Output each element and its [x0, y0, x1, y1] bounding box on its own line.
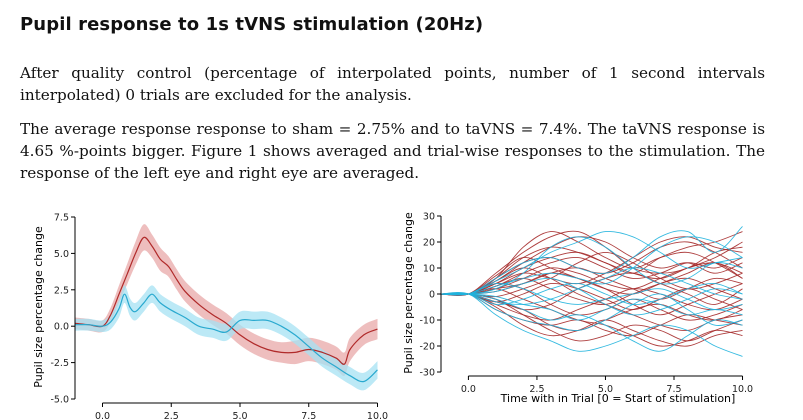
x-tick-label: 10.0 — [732, 384, 753, 395]
trial-line-sham — [440, 230, 743, 296]
section-title: Pupil response to 1s tVNS stimulation (2… — [20, 14, 484, 35]
trial-line-taVNS — [440, 288, 743, 347]
x-tick-label: 10.0 — [367, 411, 388, 420]
series-line-sham — [74, 293, 378, 383]
trial-line-taVNS — [440, 288, 743, 321]
x-tick-label: 7.5 — [666, 384, 681, 395]
x-tick-label: 5.0 — [598, 384, 613, 395]
x-tick-label: 2.5 — [529, 384, 544, 395]
x-tick-label: 5.0 — [232, 411, 247, 420]
trial-line-taVNS — [440, 236, 743, 296]
trial-line-sham — [440, 236, 743, 295]
paragraph-quality-control: After quality control (percentage of int… — [20, 64, 765, 104]
trial-line-taVNS — [440, 292, 743, 347]
y-tick-label: 0.0 — [54, 322, 69, 333]
trial-line-sham — [440, 236, 743, 296]
trial-line-sham — [440, 293, 743, 352]
x-tick-label: 0.0 — [461, 384, 476, 395]
trial-line-sham — [440, 283, 743, 305]
trial-line-sham — [440, 292, 743, 331]
y-axis-label: Pupil size percentage change — [402, 212, 415, 374]
trial-line-sham — [440, 292, 743, 357]
y-tick-label: 0 — [429, 290, 435, 301]
average-response-chart: -5.0 -2.5 0.0 2.5 5.0 7.5 0.0 2.5 5.0 7.5 10.0 Pup… — [32, 213, 388, 420]
x-tick-label: 0.0 — [95, 411, 110, 420]
series-lines — [74, 236, 378, 383]
x-axis-label: Time with in Trial [0 = Start of stimula… — [500, 392, 736, 405]
y-tick-label: 2.5 — [54, 285, 69, 296]
y-tick-label: 30 — [423, 212, 435, 223]
x-tick-label: 2.5 — [164, 411, 179, 420]
y-axis-label: Pupil size percentage change — [32, 226, 45, 388]
trialwise-response-chart: -30 -20 -10 0 10 20 30 0.0 2.5 5.0 7.5 10.0 Pupil s… — [402, 212, 753, 406]
paragraph-results: The average response response to sham = … — [20, 120, 765, 182]
y-tick-label: -5.0 — [50, 395, 69, 406]
series-line-taVNS — [74, 236, 378, 365]
axes: -5.0 -2.5 0.0 2.5 5.0 7.5 0.0 2.5 5.0 7.5 10.0 — [50, 213, 388, 420]
error-band-sham — [75, 285, 378, 391]
trial-line-sham — [440, 267, 743, 305]
y-tick-label: 20 — [423, 238, 435, 249]
y-tick-label: -20 — [419, 342, 435, 353]
trial-line-sham — [440, 283, 743, 311]
trial-line-sham — [440, 226, 743, 296]
y-tick-label: 5.0 — [54, 249, 69, 260]
error-bands — [75, 224, 378, 391]
y-tick-label: 10 — [423, 264, 435, 275]
trial-line-sham — [440, 293, 743, 321]
y-tick-label: 7.5 — [54, 213, 69, 224]
y-tick-label: -2.5 — [50, 358, 69, 369]
error-band-taVNS — [75, 224, 378, 376]
x-tick-label: 7.5 — [301, 411, 316, 420]
axes: -30 -20 -10 0 10 20 30 0.0 2.5 5.0 7.5 10.0 — [419, 212, 753, 396]
trial-line-sham — [440, 277, 743, 316]
trial-lines-sham — [440, 226, 743, 357]
y-tick-label: -10 — [419, 316, 435, 327]
y-tick-label: -30 — [419, 368, 435, 379]
